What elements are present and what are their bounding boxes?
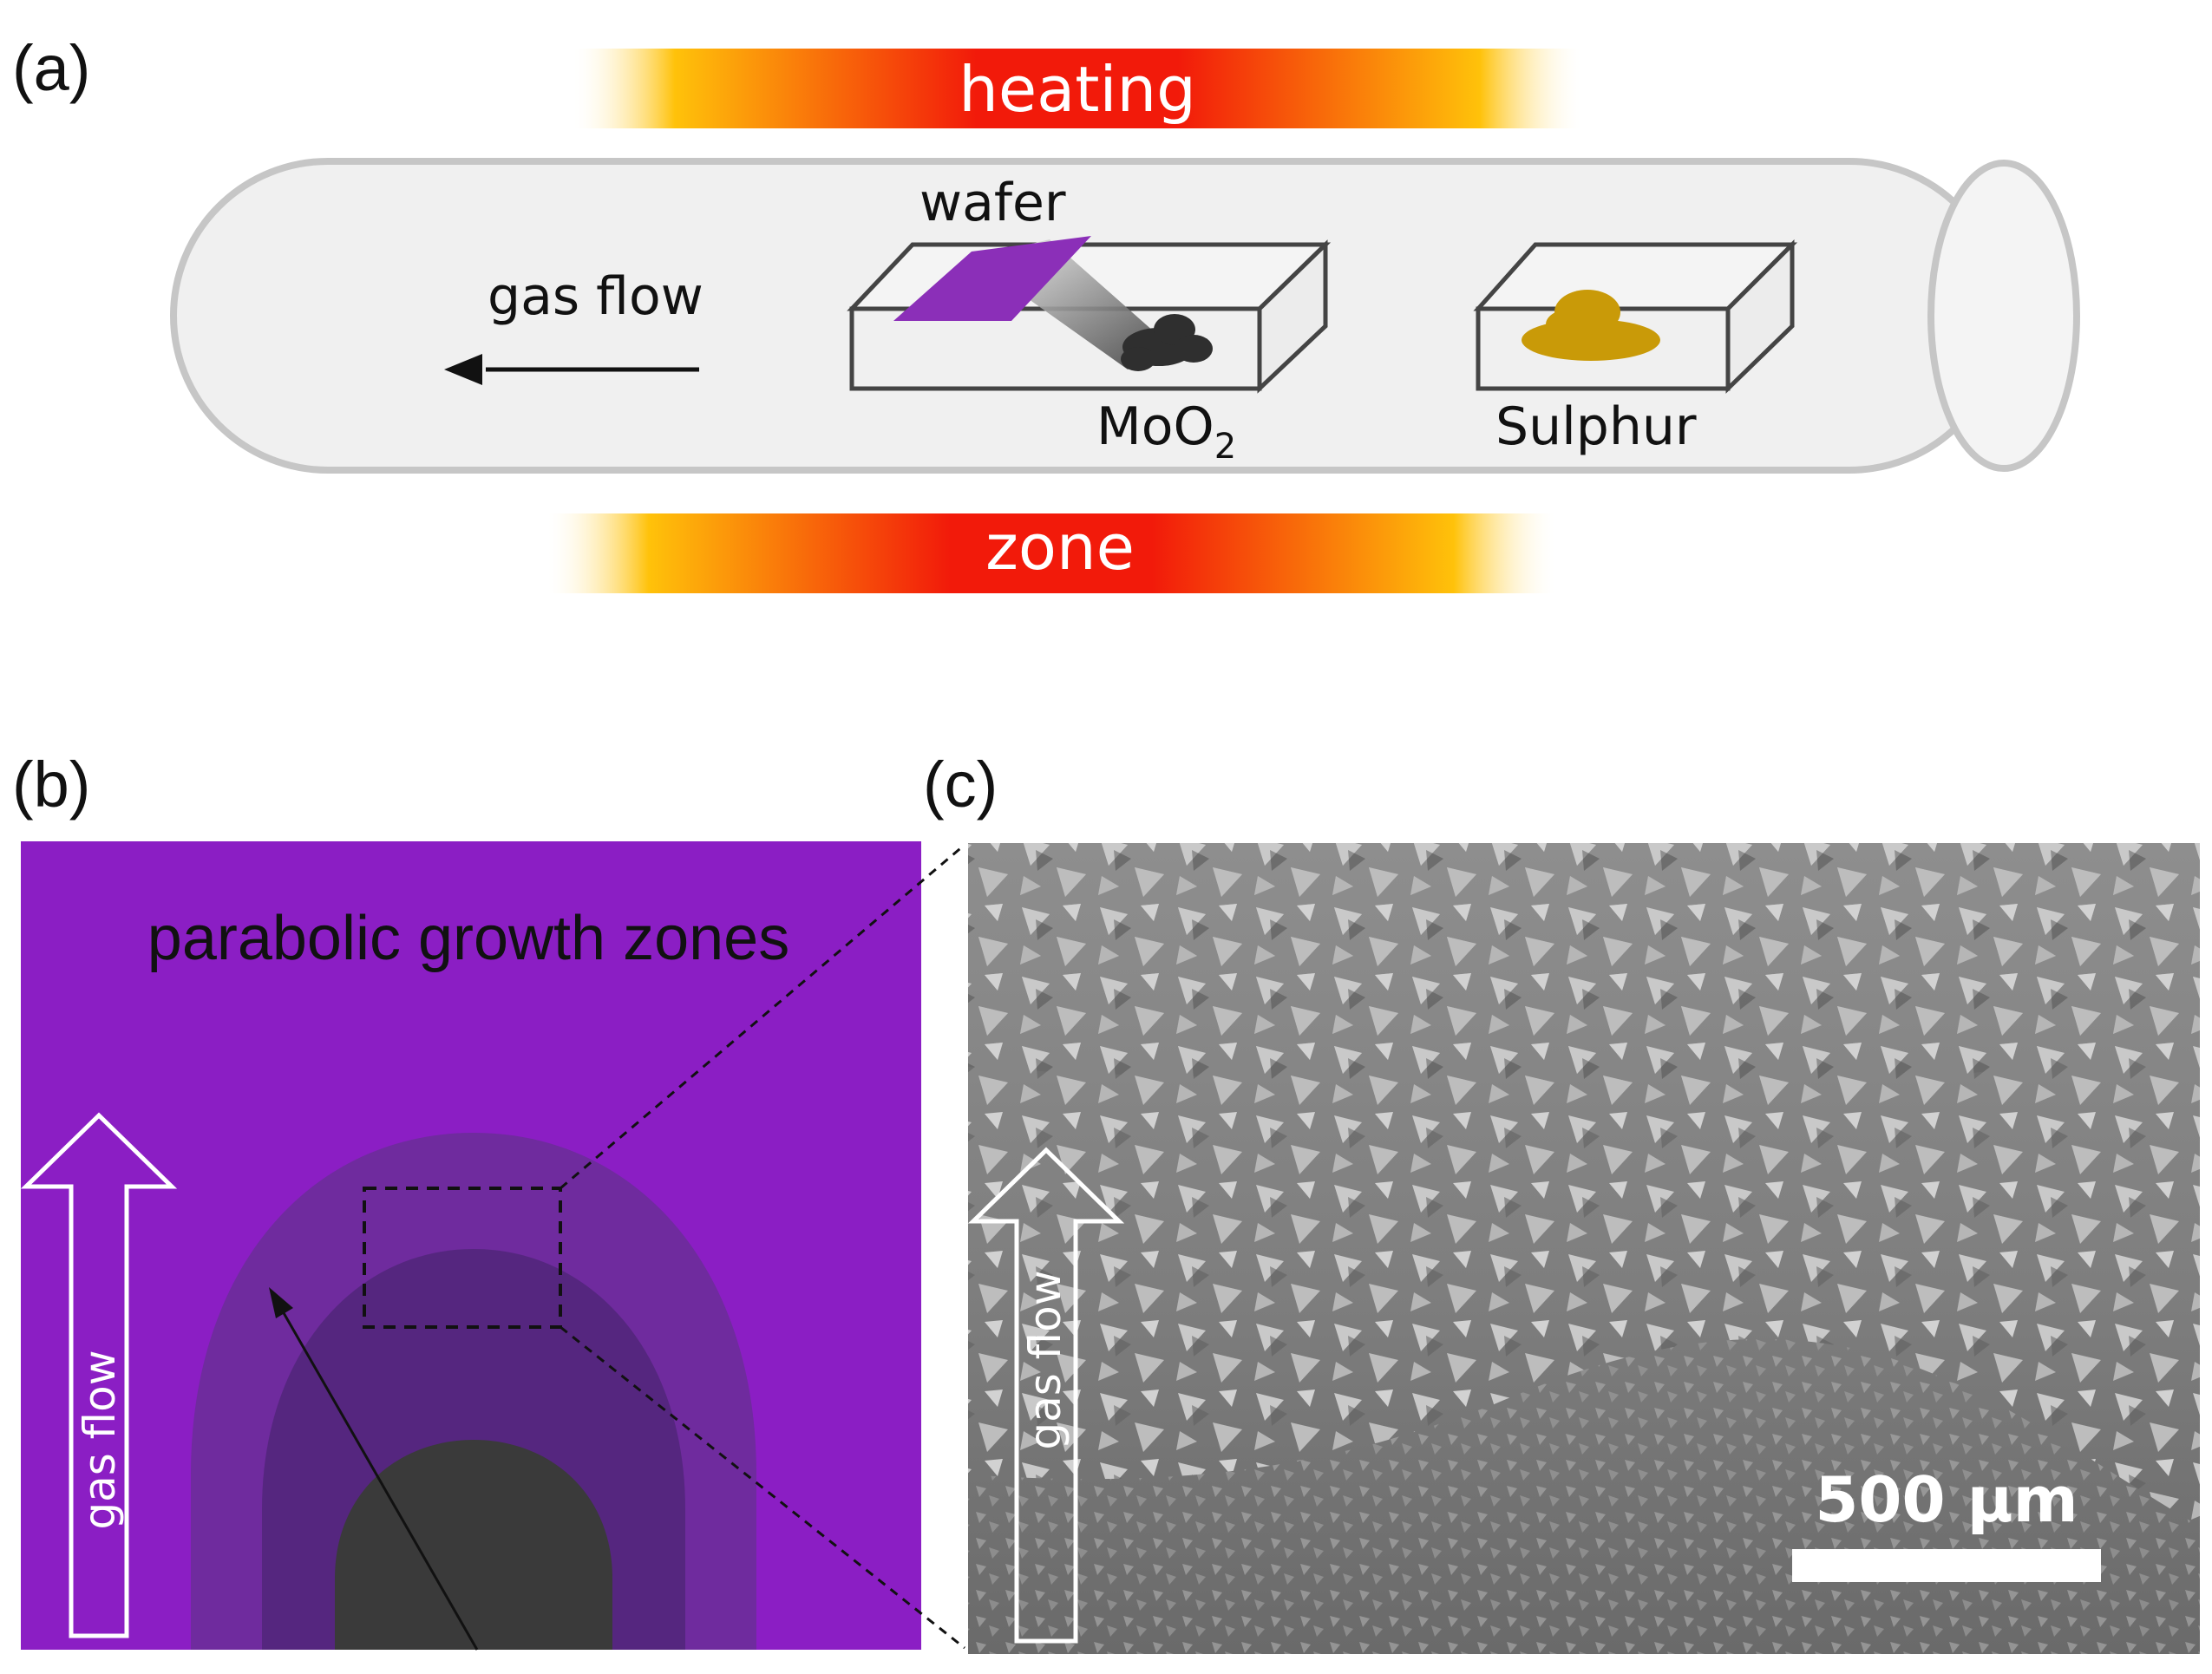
sem-image bbox=[968, 843, 2200, 1654]
sulphur-powder bbox=[1522, 290, 1660, 361]
wafer bbox=[893, 236, 1091, 321]
growth-direction-arrow bbox=[269, 1287, 479, 1651]
panel-b-title: parabolic growth zones bbox=[147, 904, 789, 973]
moo2-label: MoO2 bbox=[1096, 396, 1236, 467]
sulphur-label: Sulphur bbox=[1495, 396, 1697, 457]
gas-flow-arrow-a bbox=[444, 354, 699, 385]
panel-c-label: (c) bbox=[923, 749, 998, 821]
gas-flow-label-a: gas flow bbox=[488, 266, 704, 327]
scale-bar-label: 500 µm bbox=[1815, 1463, 2078, 1536]
zone-text: zone bbox=[985, 511, 1135, 584]
zone-bar bbox=[548, 513, 1554, 593]
heating-text: heating bbox=[959, 53, 1196, 126]
gas-flow-label-c: gas flow bbox=[1020, 1270, 1070, 1449]
wafer-label: wafer bbox=[919, 173, 1066, 233]
gas-flow-arrow-b bbox=[20, 1112, 178, 1638]
gas-flow-arrow-c bbox=[967, 1147, 1125, 1644]
zoom-connector-top bbox=[560, 843, 965, 1190]
wafer-growth-panel bbox=[21, 841, 921, 1650]
heating-bar bbox=[574, 49, 1580, 128]
sulphur-boat bbox=[1473, 239, 1798, 394]
scale-bar bbox=[1792, 1549, 2101, 1582]
panel-b-label: (b) bbox=[12, 749, 90, 821]
panel-a-label: (a) bbox=[12, 32, 90, 104]
zoom-connector-bottom bbox=[560, 1325, 965, 1650]
moo2-powder bbox=[1121, 314, 1213, 371]
gas-flow-label-b: gas flow bbox=[75, 1350, 125, 1529]
